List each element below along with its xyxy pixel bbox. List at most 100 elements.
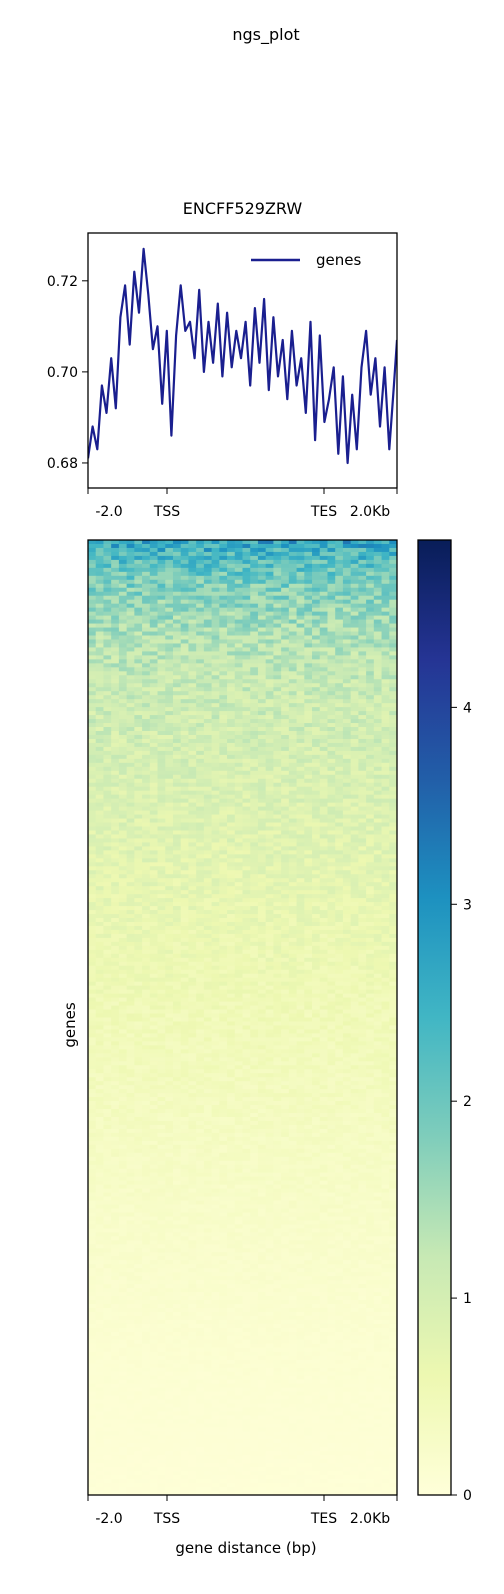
heatmap-cell (95, 750, 104, 756)
heatmap-cell (149, 663, 158, 668)
heatmap-cell (88, 1017, 97, 1022)
heatmap-cell (142, 1029, 151, 1034)
heatmap-cell (296, 631, 305, 636)
heatmap-cell (149, 659, 158, 664)
heatmap-cell (103, 575, 112, 581)
heatmap-cell (134, 671, 143, 676)
heatmap-cell (234, 838, 243, 843)
heatmap-cell (265, 667, 274, 672)
heatmap-cell (250, 635, 259, 640)
heatmap-cell (389, 647, 398, 652)
heatmap-cell (196, 965, 205, 971)
heatmap-cell (257, 551, 267, 557)
heatmap-cell (304, 623, 313, 628)
heatmap-cell (389, 623, 398, 628)
heatmap-cell (257, 1021, 267, 1026)
heatmap-cell (327, 707, 336, 712)
heatmap-cell (296, 603, 305, 609)
heatmap-cell (257, 1005, 267, 1010)
heatmap-cell (319, 826, 328, 831)
heatmap-cell (304, 842, 313, 847)
heatmap-cell (188, 599, 197, 605)
heatmap-cell (335, 547, 344, 553)
heatmap-cell (327, 543, 336, 549)
heatmap-cell (95, 695, 104, 700)
heatmap-cell (157, 937, 166, 943)
heatmap-cell (242, 910, 251, 915)
heatmap-cell (203, 922, 213, 927)
heatmap-cell (319, 774, 328, 780)
heatmap-cell (265, 870, 274, 875)
heatmap-cell (389, 675, 398, 680)
heatmap-cell (350, 953, 359, 959)
heatmap-cell (389, 878, 398, 883)
heatmap-cell (342, 969, 352, 975)
heatmap-cell (149, 818, 158, 823)
heatmap-cell (165, 540, 174, 545)
heatmap-cell (250, 810, 259, 815)
heatmap-cell (373, 794, 382, 800)
heatmap-cell (296, 762, 305, 768)
heatmap-cell (180, 814, 189, 819)
heatmap-cell (111, 615, 120, 620)
heatmap-cell (358, 802, 367, 808)
heatmap-cell (366, 746, 375, 752)
heatmap-cell (366, 838, 375, 843)
heatmap-cell (234, 910, 243, 915)
heatmap-cell (149, 543, 158, 549)
heatmap-cell (196, 647, 205, 652)
heatmap-cell (242, 922, 251, 927)
heatmap-cell (196, 1013, 205, 1018)
heatmap-cell (142, 651, 151, 656)
heatmap-cell (265, 707, 274, 712)
heatmap-cell (219, 822, 228, 827)
heatmap-cell (373, 611, 382, 617)
heatmap-cell (281, 707, 290, 712)
heatmap-cell (211, 766, 220, 772)
heatmap-cell (95, 551, 104, 557)
heatmap-cell (203, 683, 213, 688)
heatmap-cell (281, 623, 290, 628)
heatmap-cell (172, 603, 182, 609)
heatmap-cell (281, 945, 290, 951)
heatmap-cell (203, 671, 213, 676)
heatmap-cell (142, 870, 151, 875)
heatmap-cell (157, 818, 166, 823)
heatmap-cell (227, 818, 236, 823)
heatmap-cell (304, 734, 313, 740)
heatmap-cell (342, 643, 352, 648)
heatmap-cell (350, 866, 359, 871)
heatmap-cell (335, 806, 344, 811)
heatmap-cell (242, 914, 251, 919)
heatmap-cell (88, 738, 97, 744)
heatmap-cell (312, 870, 321, 875)
heatmap-cell (172, 723, 182, 728)
heatmap-cell (319, 599, 328, 605)
heatmap-cell (118, 766, 128, 772)
heatmap-cell (95, 830, 104, 835)
heatmap-cell (203, 611, 213, 617)
heatmap-cell (312, 575, 321, 581)
heatmap-cell (273, 547, 282, 553)
heatmap-cell (118, 834, 128, 839)
heatmap-cell (358, 691, 367, 696)
heatmap-cell (134, 595, 143, 601)
heatmap-cell (281, 762, 290, 768)
heatmap-cell (165, 898, 174, 903)
heatmap-cell (126, 949, 135, 955)
heatmap-cell (219, 746, 228, 752)
heatmap-cell (149, 929, 158, 935)
heatmap-cell (304, 559, 313, 565)
heatmap-cell (381, 663, 390, 668)
heatmap-cell (111, 727, 120, 732)
heatmap-cell (288, 695, 297, 700)
heatmap-cell (335, 977, 344, 983)
heatmap-cell (157, 679, 166, 684)
heatmap-cell (273, 1005, 282, 1010)
heatmap-cell (165, 925, 174, 931)
heatmap-cell (165, 806, 174, 811)
heatmap-cell (319, 846, 328, 851)
heatmap-cell (373, 691, 382, 696)
heatmap-cell (211, 671, 220, 676)
heatmap-cell (157, 782, 166, 788)
